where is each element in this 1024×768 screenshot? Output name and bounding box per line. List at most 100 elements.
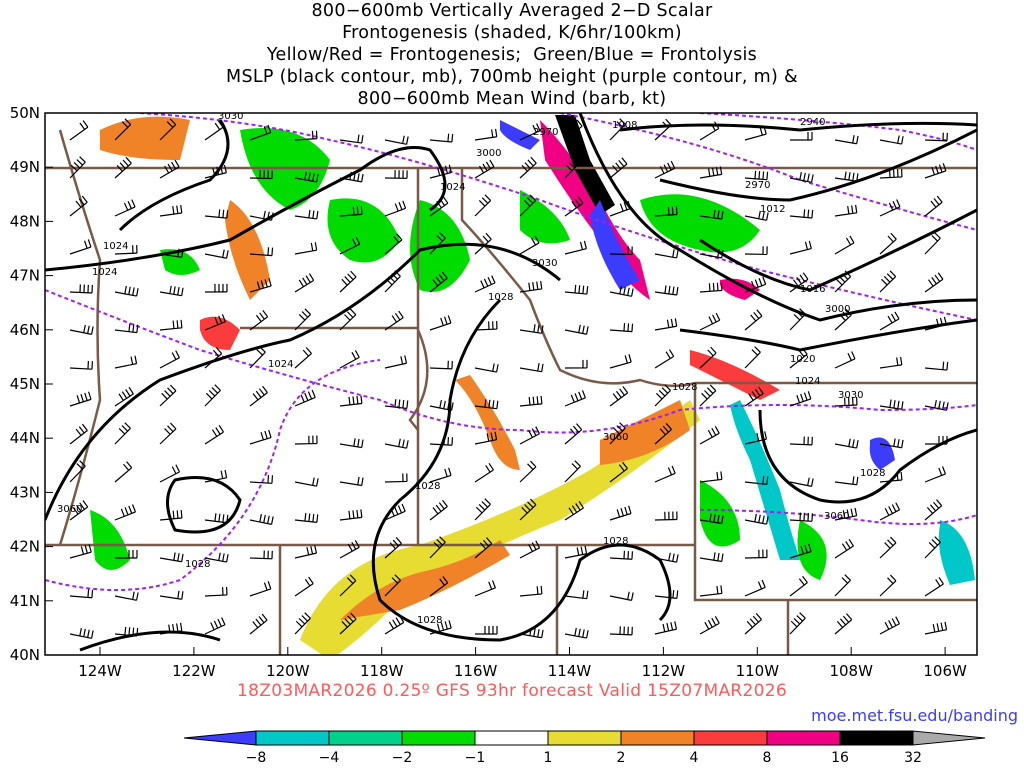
wind-barb [204, 586, 228, 597]
title-line-2: Frontogenesis (shaded, K/6hr/100km) [342, 23, 682, 43]
wind-barb [69, 195, 88, 217]
wind-barb [159, 590, 184, 600]
colorbar-swatch [328, 730, 403, 746]
wind-barb [294, 477, 319, 487]
wind-barb [339, 206, 363, 217]
forecast-valid-text: 18Z03MAR2026 0.25º GFS 93hr forecast Val… [237, 681, 787, 701]
wind-barb [429, 133, 454, 143]
colorbar-label: 1 [544, 750, 553, 766]
wind-barb [744, 579, 766, 597]
wind-barb [519, 585, 543, 597]
wind-barb [159, 422, 177, 445]
wind-barb [834, 235, 855, 255]
wind-barb [519, 426, 541, 445]
wind-barb [519, 194, 537, 217]
wind-barb [339, 540, 360, 559]
wind-barb [789, 240, 812, 255]
wind-barb [879, 574, 897, 597]
mslp-label: 1020 [790, 354, 815, 365]
wind-barb [834, 351, 856, 369]
wind-barb [924, 132, 948, 142]
wind-barb [789, 272, 809, 293]
wind-barb [294, 545, 318, 559]
colorbar-label: 32 [904, 750, 922, 766]
wind-barb [654, 589, 679, 600]
wind-barb [114, 245, 138, 255]
wind-barb [609, 200, 632, 217]
wind-barb [879, 270, 897, 293]
wind-barb [384, 310, 404, 331]
wind-barb [834, 204, 858, 217]
wind-barb [114, 461, 133, 483]
wind-barb [879, 471, 903, 483]
wind-barb [744, 475, 769, 485]
wind-barb [879, 168, 903, 179]
wind-barb [429, 271, 448, 293]
wind-barb [609, 157, 628, 179]
colorbar-swatch [839, 730, 914, 746]
wind-barb [204, 469, 228, 483]
lon-label: 108W [829, 662, 873, 680]
mslp-label: 1028 [488, 292, 513, 303]
wind-barb [654, 206, 678, 217]
source-url[interactable]: moe.met.fsu.edu/banding [811, 706, 1018, 725]
wind-barb [339, 574, 357, 597]
lat-label: 46N [10, 321, 40, 339]
wind-barb [474, 128, 498, 141]
wind-barb [114, 386, 134, 407]
wind-barb [879, 536, 897, 559]
wind-barb [474, 159, 495, 179]
wind-barb [69, 239, 92, 255]
wind-barb [564, 196, 584, 217]
wind-barb [879, 135, 904, 145]
wind-barb [879, 438, 904, 449]
wind-barb [429, 196, 449, 217]
wind-barb [429, 467, 452, 483]
mslp-label: 1028 [672, 382, 697, 393]
wind-barb [159, 384, 177, 407]
title-line-4: MSLP (black contour, mb), 700mb height (… [226, 67, 798, 87]
wind-barb [204, 314, 226, 331]
wind-barb [924, 195, 943, 217]
wind-barb [744, 386, 764, 407]
wind-barb [699, 471, 723, 483]
mslp-label: 1024 [268, 359, 293, 370]
colorbar-label: −4 [319, 750, 340, 766]
wind-barb [654, 423, 672, 445]
wind-barb [339, 308, 357, 331]
wind-barb [204, 164, 227, 179]
wind-barb [924, 435, 948, 445]
wind-barb [159, 204, 183, 217]
wind-barb [924, 576, 944, 597]
mslp-contours [45, 113, 977, 652]
wind-barb [834, 476, 859, 486]
wind-barb [69, 544, 92, 559]
title-line-5: 800−600mb Mean Wind (barb, kt) [357, 89, 667, 109]
wind-barb [384, 355, 408, 369]
wind-barb [339, 270, 357, 293]
wind-barb [699, 282, 723, 293]
colorbar: −8 −4 −2 −1 1 2 4 8 16 32 [183, 730, 986, 766]
wind-barb [114, 156, 132, 179]
wind-barb [699, 121, 720, 141]
wind-barb [474, 537, 493, 559]
wind-barb [159, 552, 184, 563]
wind-barb [609, 246, 633, 256]
wind-barb [294, 513, 319, 523]
wind-barb [654, 552, 679, 563]
wind-barb [294, 308, 311, 331]
wind-barb [384, 537, 402, 559]
height-label: 3060 [57, 504, 82, 515]
wind-barb [564, 627, 589, 639]
wind-barb [249, 210, 274, 221]
lat-label: 45N [10, 375, 40, 393]
height-label: 3060 [824, 511, 849, 522]
wind-barb [744, 613, 762, 635]
colorbar-label: 4 [690, 750, 699, 766]
wind-barb [114, 118, 132, 141]
wind-barb [294, 273, 315, 293]
wind-barb [609, 286, 634, 297]
wind-barb [609, 354, 632, 369]
wind-barb [114, 199, 136, 217]
wind-barb [339, 350, 360, 369]
